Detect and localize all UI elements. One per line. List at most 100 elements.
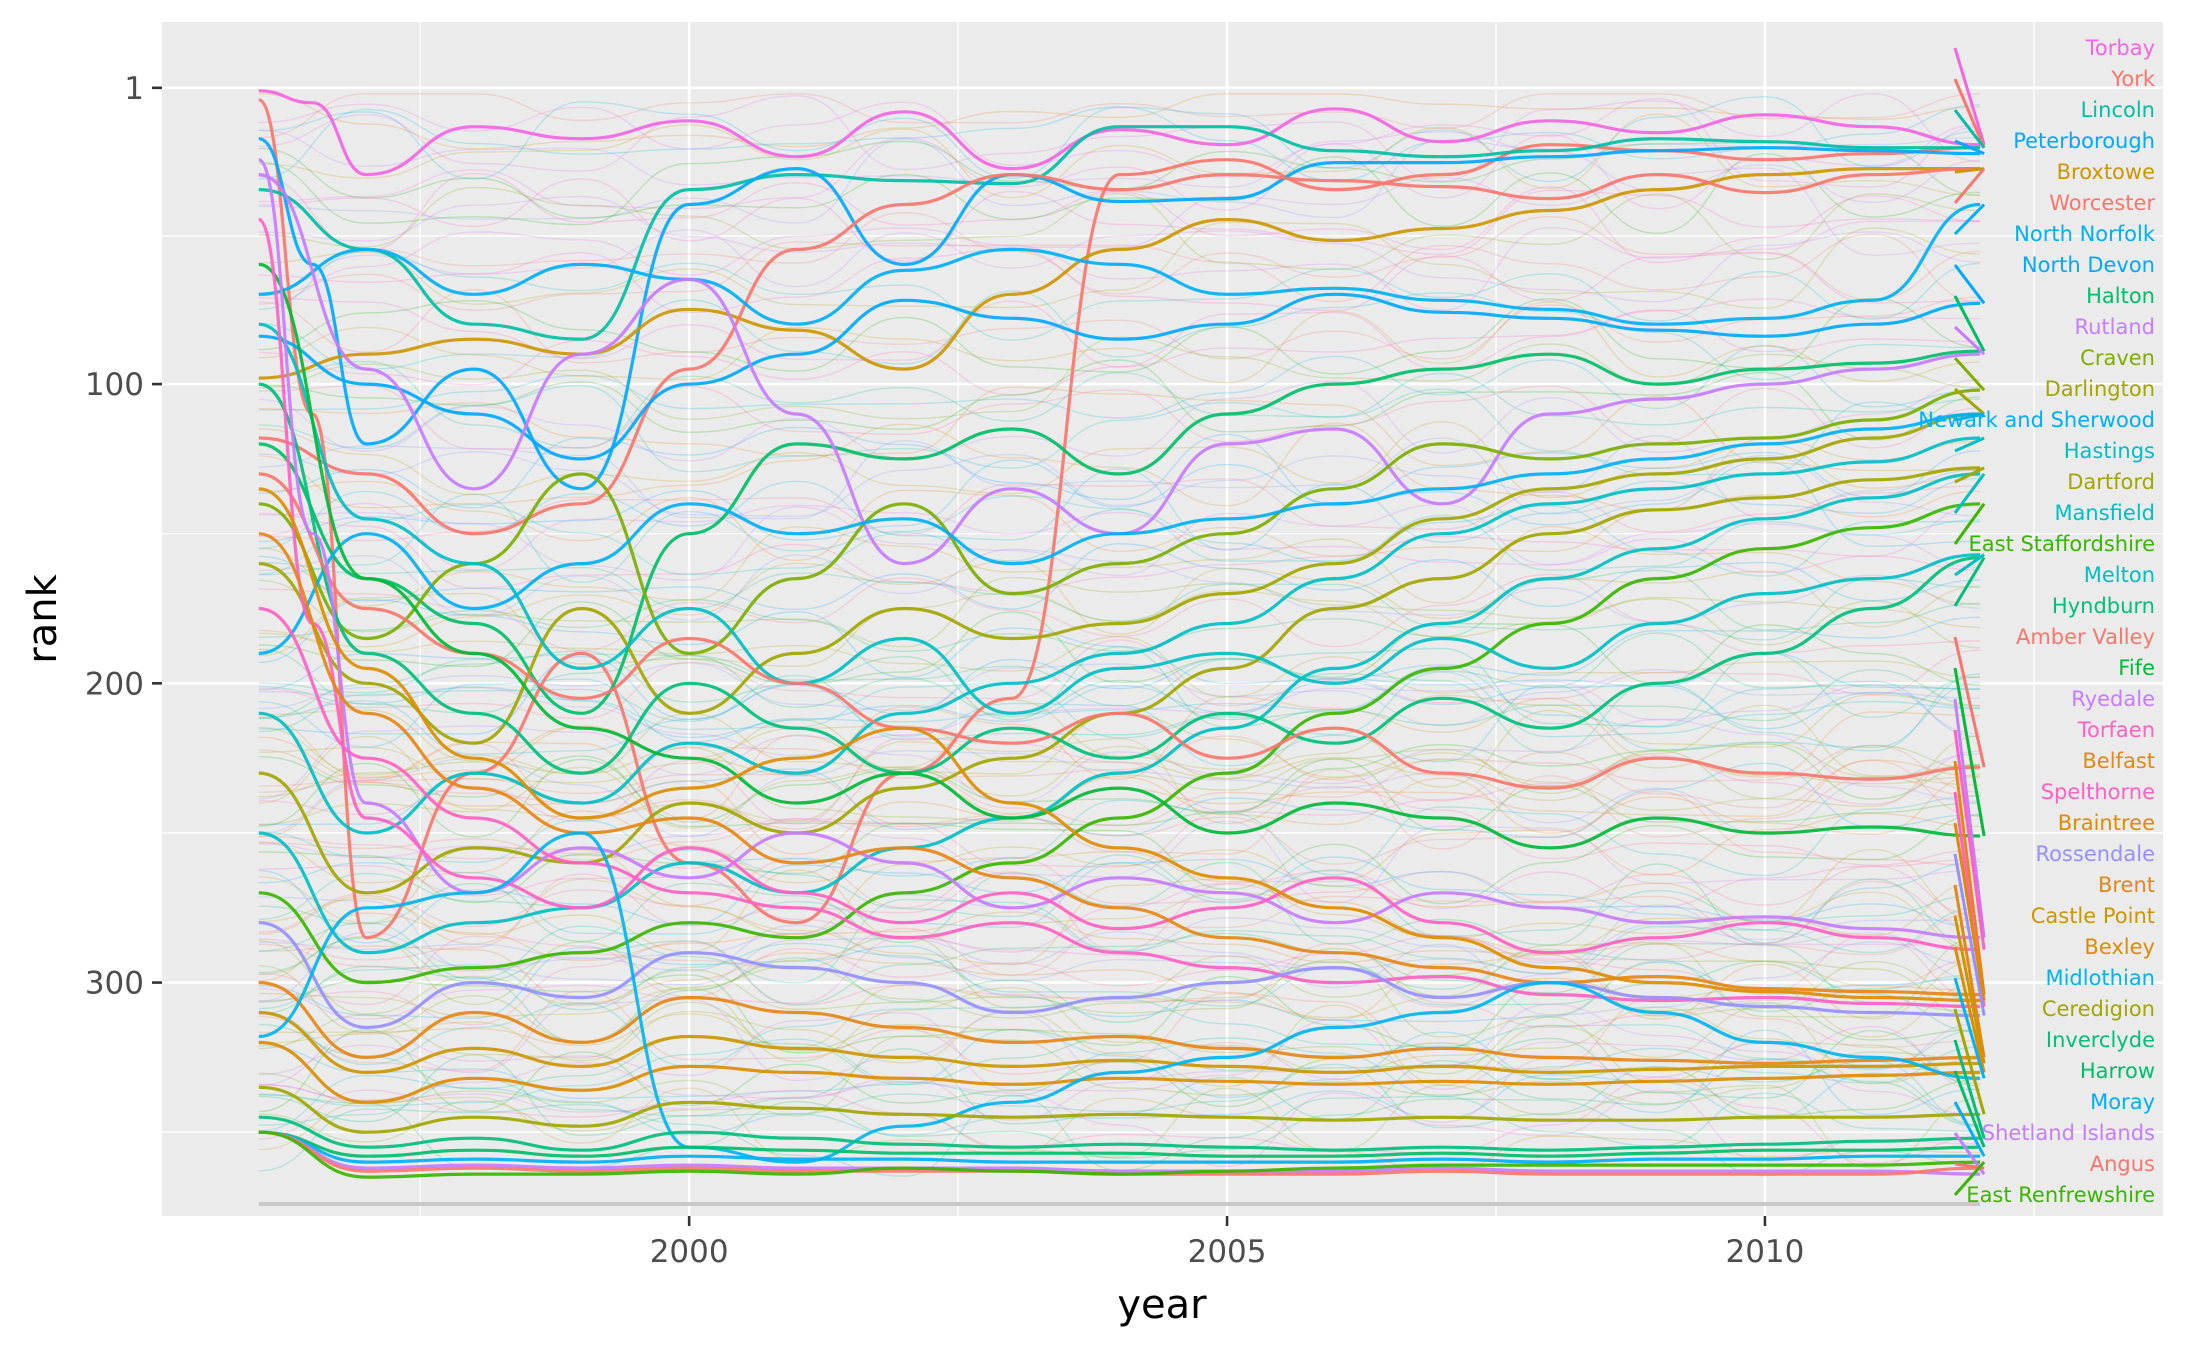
series-line <box>258 412 1981 655</box>
label-leader-line <box>1953 203 1986 236</box>
label-leader-line <box>1953 556 1986 607</box>
background-series-line <box>258 96 1981 183</box>
background-series-line <box>258 652 1981 739</box>
background-series-line <box>258 958 1981 1043</box>
background-series-line <box>258 1087 1981 1174</box>
series-line <box>258 1130 1981 1176</box>
background-series-line <box>258 379 1981 462</box>
series-label: Mansfield <box>2054 501 2155 525</box>
background-series-line <box>258 250 1981 341</box>
background-series-line <box>258 172 1981 264</box>
background-series-line <box>258 1001 1981 1085</box>
series-line <box>258 1085 1981 1134</box>
series-line <box>258 487 1981 1003</box>
label-leader-line <box>1953 946 1986 1073</box>
background-series-line <box>258 856 1981 935</box>
background-series-line <box>258 386 1981 472</box>
label-leader-line <box>1953 822 1986 1001</box>
label-leader-line <box>1954 436 1985 453</box>
label-leader-line <box>1953 295 1986 352</box>
label-leader-line <box>1953 698 1986 938</box>
series-line <box>258 349 1981 715</box>
background-series-line <box>258 768 1981 855</box>
background-series-line <box>258 459 1981 548</box>
background-series-line <box>258 435 1981 519</box>
background-series-line <box>258 932 1981 1013</box>
series-label: Amber Valley <box>2016 625 2155 649</box>
background-series-line <box>258 129 1981 204</box>
background-series-line <box>258 785 1981 869</box>
label-leader-line <box>1953 1161 1986 1196</box>
background-series-line <box>258 123 1981 211</box>
series-line <box>258 532 1981 997</box>
series-line <box>258 89 1981 177</box>
label-leader-line <box>1954 466 1985 484</box>
background-series-line <box>258 773 1981 855</box>
background-series-line <box>258 422 1981 512</box>
background-series-line <box>258 1012 1981 1092</box>
series-label: East Renfrewshire <box>1966 1183 2155 1207</box>
background-series-line <box>258 421 1981 499</box>
background-series-line <box>258 493 1981 584</box>
label-leader-line <box>1954 167 1985 174</box>
background-series-line <box>258 931 1981 1016</box>
background-series-line <box>258 561 1981 641</box>
background-series-line <box>258 672 1981 754</box>
end-labels: Torbay York Lincoln Peterborough Broxtowe Wor… <box>1918 36 2156 1207</box>
background-series-line <box>258 437 1981 520</box>
background-series-line <box>258 1081 1981 1168</box>
background-series-line <box>258 97 1981 188</box>
background-series-line <box>258 639 1981 720</box>
series-line <box>258 921 1981 1030</box>
series-label: Braintree <box>2058 811 2155 835</box>
series-line <box>257 158 1981 940</box>
series-line <box>258 981 1981 1066</box>
background-series-line <box>258 359 1981 441</box>
series-label: Castle Point <box>2031 904 2155 928</box>
background-series-line <box>258 904 1981 982</box>
background-series-line <box>258 941 1981 1029</box>
background-series-line <box>258 137 1981 224</box>
label-leader-line <box>1953 667 1986 837</box>
background-series-line <box>258 709 1981 788</box>
background-series-line <box>258 758 1981 838</box>
series-line <box>258 502 1981 985</box>
background-series-line <box>258 646 1981 728</box>
background-series-line <box>258 1029 1981 1117</box>
series-line <box>258 125 1981 341</box>
series-label: Broxtowe <box>2057 160 2155 184</box>
series-line <box>258 388 1981 656</box>
background-series-line <box>258 1076 1981 1164</box>
background-series-line <box>258 743 1981 828</box>
series-line <box>258 472 1981 790</box>
y-tick-label: 300 <box>85 966 144 1002</box>
y-axis-title: rank <box>20 573 66 663</box>
label-leader-line <box>1953 853 1986 1016</box>
label-leader-line <box>1953 325 1986 356</box>
background-series-line <box>258 502 1981 574</box>
background-series-line <box>258 93 1981 150</box>
label-leader-line <box>1954 139 1985 156</box>
series-label: Dartford <box>2067 470 2155 494</box>
series-line <box>258 831 1981 1164</box>
background-series-line <box>258 297 1981 371</box>
background-series-line <box>258 468 1981 551</box>
label-leader-line <box>1953 356 1986 392</box>
axes: 1 100 200 300 2000 2005 2010 <box>85 71 1805 1270</box>
series-label: Midlothian <box>2045 966 2155 990</box>
series-label: Rutland <box>2074 315 2155 339</box>
series-line <box>258 1115 1981 1152</box>
series-label: York <box>2110 67 2156 91</box>
background-series-line <box>258 384 1981 450</box>
background-series-line <box>258 942 1981 1013</box>
y-tick-label: 200 <box>85 666 144 702</box>
label-leader-line <box>1953 472 1986 514</box>
x-tick-label: 2000 <box>650 1234 729 1270</box>
series-label: Lincoln <box>2081 98 2155 122</box>
label-leader-line <box>1954 553 1985 577</box>
background-series-line <box>258 569 1981 653</box>
background-series-line <box>258 178 1981 262</box>
y-tick-label: 1 <box>124 71 144 107</box>
background-series-line <box>258 936 1981 1020</box>
